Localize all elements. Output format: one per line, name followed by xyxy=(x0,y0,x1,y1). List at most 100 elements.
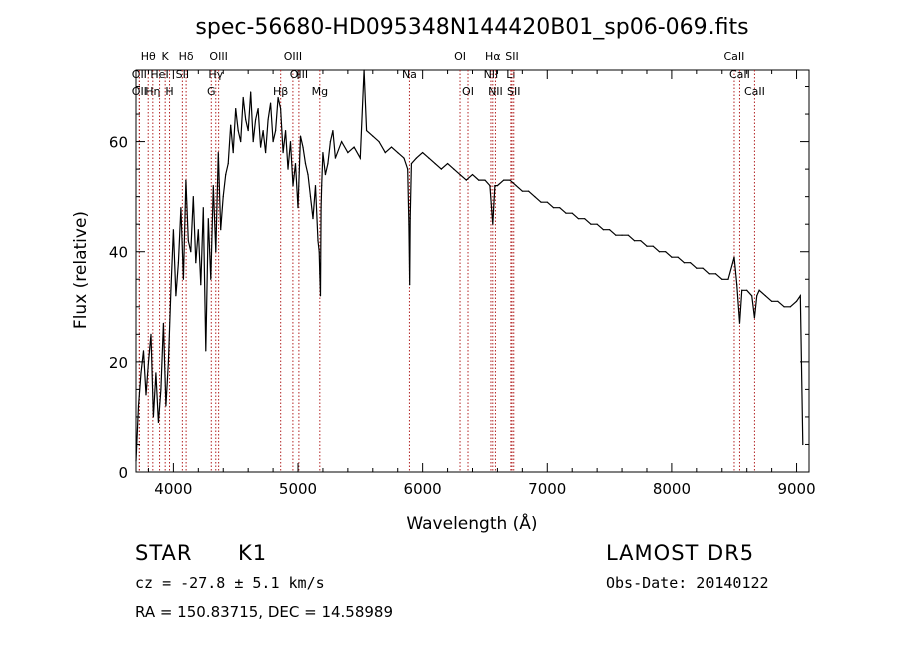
y-axis-label: Flux (relative) xyxy=(71,211,91,329)
data-point-23 xyxy=(192,196,194,198)
data-point-131 xyxy=(584,218,586,220)
data-point-42 xyxy=(240,140,242,143)
data-point-85 xyxy=(341,140,343,143)
data-point-53 xyxy=(267,118,269,121)
data-point-69 xyxy=(307,174,309,176)
line-label-22: SII xyxy=(505,50,518,63)
data-point-70 xyxy=(309,196,312,198)
data-point-111 xyxy=(471,174,474,176)
data-point-159 xyxy=(746,289,748,291)
data-point-171 xyxy=(802,443,804,446)
data-point-149 xyxy=(696,267,698,269)
data-point-99 xyxy=(409,284,411,286)
redshift-velocity: cz = -27.8 ± 5.1 km/s xyxy=(135,574,325,592)
data-point-126 xyxy=(552,207,555,209)
line-label-5: K xyxy=(162,50,170,63)
data-point-112 xyxy=(478,179,480,181)
data-point-163 xyxy=(758,289,760,291)
data-point-71 xyxy=(312,218,314,220)
data-point-84 xyxy=(334,157,337,159)
data-point-120 xyxy=(515,185,517,187)
data-point-134 xyxy=(602,229,604,231)
data-point-103 xyxy=(422,152,424,154)
data-point-21 xyxy=(187,240,189,242)
survey-name: LAMOST DR5 xyxy=(606,541,755,565)
data-point-54 xyxy=(270,102,272,104)
data-point-93 xyxy=(384,152,386,154)
data-point-132 xyxy=(590,223,592,225)
data-point-40 xyxy=(235,107,237,110)
data-point-59 xyxy=(282,152,284,154)
line-label-10: Hγ xyxy=(208,68,223,81)
data-point-96 xyxy=(403,157,405,159)
data-point-64 xyxy=(294,163,297,165)
data-point-165 xyxy=(771,300,773,302)
x-tick-label-5: 9000 xyxy=(777,480,815,498)
data-point-144 xyxy=(665,251,667,253)
data-point-51 xyxy=(262,129,264,132)
data-point-83 xyxy=(332,129,334,132)
observation-date: Obs-Date: 20140122 xyxy=(606,574,769,592)
axis-ticks: 4000 5000 6000 7000 8000 9000 0 20 40 60 xyxy=(109,70,816,498)
data-point-168 xyxy=(789,306,791,308)
data-point-153 xyxy=(721,278,723,280)
data-point-3 xyxy=(142,350,145,352)
line-label-9: OIII xyxy=(209,50,227,63)
data-point-78 xyxy=(321,185,323,187)
data-point-109 xyxy=(459,174,461,176)
data-point-55 xyxy=(272,140,274,143)
data-point-1 xyxy=(137,405,140,407)
data-point-67 xyxy=(302,146,304,148)
data-point-63 xyxy=(292,185,294,187)
y-tick-label-0: 0 xyxy=(118,464,128,482)
data-point-0 xyxy=(135,460,137,462)
data-point-6 xyxy=(150,333,152,335)
line-label-20: NII xyxy=(484,68,499,81)
data-point-47 xyxy=(252,140,254,143)
data-point-17 xyxy=(177,262,179,264)
data-point-77 xyxy=(320,207,322,209)
data-point-60 xyxy=(284,129,287,132)
spectrum-line xyxy=(135,69,804,462)
x-tick-label-2: 6000 xyxy=(404,480,442,498)
data-point-108 xyxy=(453,168,455,170)
data-point-170 xyxy=(799,295,801,297)
data-point-76 xyxy=(319,295,322,297)
coordinates: RA = 150.83715, DEC = 14.58989 xyxy=(135,603,394,621)
data-point-68 xyxy=(304,163,307,165)
line-label-0: Hθ xyxy=(141,50,156,63)
spectrum-series xyxy=(135,69,804,462)
data-point-150 xyxy=(702,267,704,269)
data-point-151 xyxy=(708,273,710,275)
data-point-81 xyxy=(327,163,329,165)
data-point-116 xyxy=(494,185,496,187)
data-point-88 xyxy=(359,157,361,159)
data-point-18 xyxy=(180,207,182,209)
data-point-94 xyxy=(390,146,393,148)
data-point-28 xyxy=(205,350,207,352)
data-point-44 xyxy=(245,118,247,121)
data-point-48 xyxy=(255,118,257,121)
data-point-4 xyxy=(145,394,147,396)
data-point-152 xyxy=(714,273,717,275)
data-point-154 xyxy=(727,278,729,280)
data-point-117 xyxy=(496,185,499,187)
data-point-123 xyxy=(534,196,536,198)
data-point-121 xyxy=(521,190,523,192)
data-point-128 xyxy=(565,212,567,214)
data-point-166 xyxy=(777,300,779,302)
data-point-127 xyxy=(559,207,561,209)
data-point-30 xyxy=(210,278,212,280)
data-point-162 xyxy=(756,295,758,297)
data-point-62 xyxy=(289,140,292,143)
data-point-115 xyxy=(492,223,494,225)
chart-title: spec-56680-HD095348N144420B01_sp06-069.f… xyxy=(195,15,748,40)
data-point-46 xyxy=(250,91,252,93)
data-point-130 xyxy=(577,218,580,220)
x-axis-label: Wavelength (Å) xyxy=(406,512,537,534)
data-point-45 xyxy=(247,129,249,132)
data-point-24 xyxy=(195,262,197,264)
x-tick-label-1: 5000 xyxy=(279,480,317,498)
data-point-11 xyxy=(162,322,165,324)
